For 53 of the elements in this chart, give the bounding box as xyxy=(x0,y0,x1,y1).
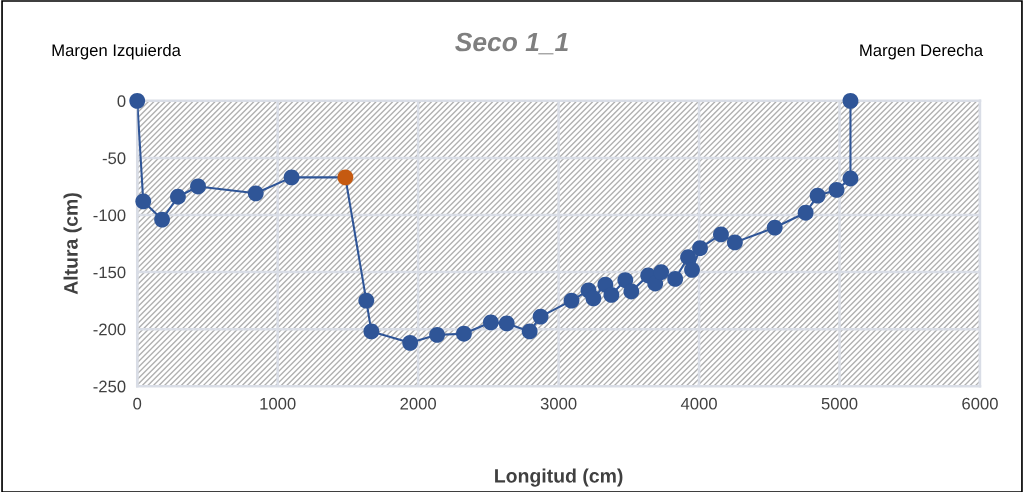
x-tick-label: 4000 xyxy=(680,397,717,410)
point xyxy=(842,170,859,187)
y-axis-title: Altura (cm) xyxy=(63,193,82,295)
y-tick-label: -150 xyxy=(93,266,126,279)
point xyxy=(828,181,845,198)
y-tick-label: -250 xyxy=(93,380,126,393)
x-tick-label: 0 xyxy=(133,397,142,410)
point xyxy=(154,211,170,228)
point xyxy=(170,188,186,205)
point xyxy=(521,323,538,340)
point xyxy=(363,323,380,340)
x-tick-label: 5000 xyxy=(821,397,858,410)
x-tick-label: 1000 xyxy=(260,397,296,410)
point xyxy=(585,290,602,307)
point xyxy=(498,315,515,332)
text: Margen Izquierda xyxy=(52,43,181,60)
point xyxy=(653,264,670,280)
point xyxy=(766,219,783,236)
point xyxy=(532,308,549,325)
point xyxy=(482,314,499,331)
x-axis-title: Longitud (cm) xyxy=(495,468,623,487)
point xyxy=(456,325,472,342)
point xyxy=(429,326,446,343)
point xyxy=(809,187,826,204)
x-tick-label: 2000 xyxy=(400,397,437,410)
x-tick-label: 3000 xyxy=(540,397,577,410)
point xyxy=(358,292,375,309)
point xyxy=(842,92,859,109)
point xyxy=(402,334,419,351)
point xyxy=(684,261,700,278)
point xyxy=(563,292,580,309)
y-tick-label: -50 xyxy=(102,152,126,165)
point xyxy=(190,178,206,195)
point xyxy=(617,272,634,288)
y-tick-label: 0 xyxy=(117,95,126,108)
x-tick-label: 6000 xyxy=(962,397,998,410)
point xyxy=(692,240,708,257)
y-tick-label: -100 xyxy=(93,209,126,222)
text: Margen Derecha xyxy=(860,43,984,60)
y-tick-label: -200 xyxy=(93,323,126,336)
point xyxy=(283,169,300,186)
point xyxy=(337,169,354,186)
point xyxy=(623,283,640,300)
point xyxy=(713,226,729,243)
point xyxy=(726,234,743,251)
point xyxy=(135,193,152,210)
point xyxy=(680,249,697,266)
point xyxy=(667,271,684,287)
point xyxy=(247,185,264,202)
point xyxy=(797,204,814,221)
point xyxy=(603,286,620,303)
chart-title: Seco 1_1 xyxy=(455,32,568,55)
point xyxy=(129,92,146,109)
